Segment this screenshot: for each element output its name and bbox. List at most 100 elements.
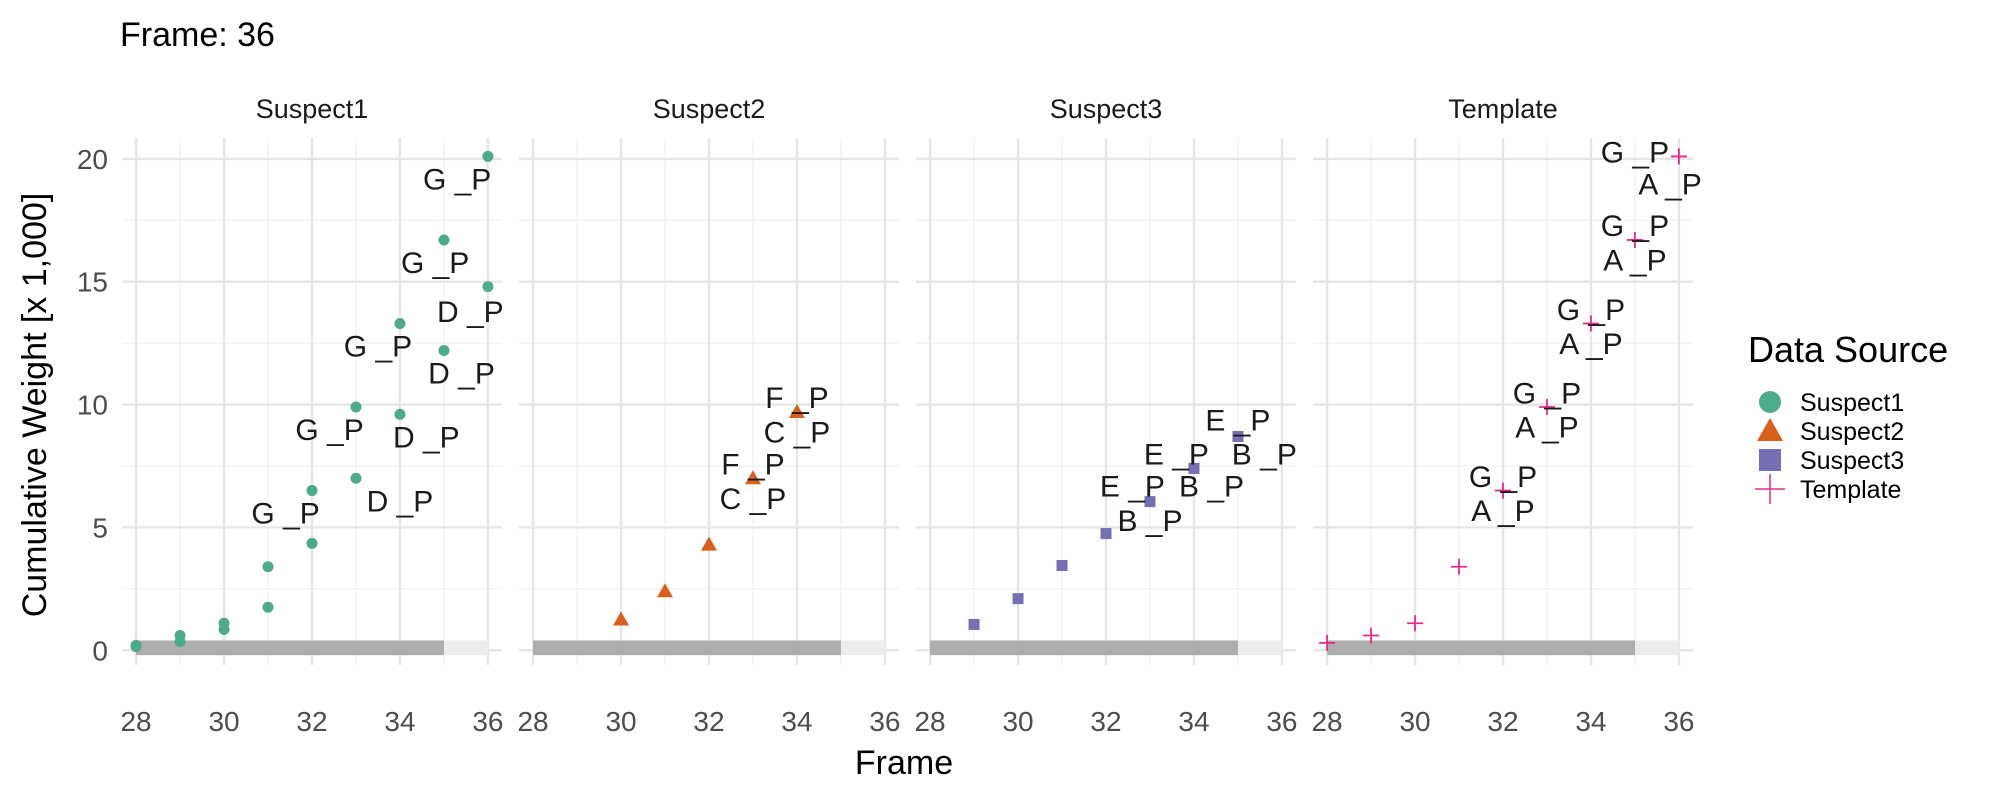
x-tick-label: 34 — [1575, 706, 1606, 737]
x-tick-label: 30 — [1399, 706, 1430, 737]
x-tick-label: 28 — [120, 706, 151, 737]
legend: Data Source Suspect1Suspect2Suspect3Temp… — [1748, 329, 1948, 504]
x-tick-label: 28 — [914, 706, 945, 737]
data-point — [1451, 558, 1468, 575]
x-tick-label: 32 — [1487, 706, 1518, 737]
data-point — [1670, 148, 1687, 165]
y-tick-label: 0 — [92, 635, 108, 666]
data-point — [613, 611, 630, 626]
data-point — [350, 401, 362, 413]
data-point — [1012, 593, 1024, 605]
legend-title: Data Source — [1748, 329, 1948, 370]
progress-fill — [136, 640, 444, 656]
data-point — [1582, 315, 1599, 332]
data-point — [482, 150, 494, 162]
facet-label: Suspect3 — [1050, 94, 1163, 124]
point-label: F _P — [765, 382, 828, 415]
point-label: G _P — [1513, 377, 1581, 410]
data-point — [438, 234, 450, 246]
data-point — [174, 636, 186, 648]
x-tick-label: 30 — [208, 706, 239, 737]
data-point — [1495, 482, 1511, 499]
y-tick-label: 20 — [77, 144, 108, 175]
point-label: E _P — [1144, 439, 1209, 472]
facet-suspect1: Suspect1 28 30 32 34 36 G _P D _P G _P D _P G _P D … — [120, 94, 503, 737]
data-point — [306, 537, 318, 549]
data-point — [262, 601, 274, 613]
x-tick-label: 32 — [693, 706, 724, 737]
point-label: A _P — [1603, 245, 1666, 278]
data-point — [1363, 627, 1380, 644]
x-tick-label: 34 — [781, 706, 812, 737]
data-point — [1626, 231, 1643, 248]
point-label: G _P — [1469, 461, 1537, 494]
x-tick-label: 34 — [1178, 706, 1209, 737]
y-tick-label: 15 — [77, 267, 108, 298]
data-point — [701, 536, 717, 551]
legend-entry-suspect1: Suspect1 — [1759, 389, 1904, 417]
point-label: G _P — [251, 498, 319, 531]
legend-key — [1759, 391, 1781, 413]
chart-title: Frame: 36 — [120, 16, 275, 54]
progress-fill — [533, 640, 841, 656]
facet-label: Template — [1448, 94, 1558, 124]
point-label: G _P — [401, 247, 469, 280]
data-point — [788, 403, 805, 418]
x-tick-label: 36 — [472, 706, 503, 737]
legend-label: Suspect1 — [1800, 389, 1904, 417]
point-label: B _P — [1232, 439, 1297, 472]
legend-label: Template — [1800, 476, 1901, 504]
point-label: G _P — [295, 414, 363, 447]
data-point — [1538, 399, 1555, 416]
x-tick-label: 34 — [384, 706, 415, 737]
point-label: D _P — [437, 296, 504, 329]
point-label: A _P — [1638, 168, 1701, 201]
data-point — [262, 561, 274, 573]
data-point — [350, 472, 362, 484]
point-label: A _P — [1559, 328, 1622, 361]
legend-entry-suspect3: Suspect3 — [1759, 447, 1904, 475]
facet-label: Suspect2 — [653, 94, 766, 124]
progress-fill — [1327, 640, 1635, 656]
y-tick-label: 10 — [77, 390, 108, 421]
point-label: A _P — [1515, 412, 1578, 445]
data-point — [1100, 528, 1112, 540]
point-label: D _P — [393, 422, 460, 455]
point-label: E _P — [1205, 404, 1270, 437]
data-point — [968, 618, 980, 630]
x-tick-label: 30 — [605, 706, 636, 737]
facet-label: Suspect1 — [256, 94, 369, 124]
point-label: G _P — [423, 164, 491, 197]
y-axis-title: Cumulative Weight [x 1,000] — [16, 193, 54, 618]
facet-panels: Suspect1 28 30 32 34 36 G _P D _P G _P D _P G _P D … — [77, 94, 1702, 737]
legend-entry-template: Template — [1755, 474, 1901, 504]
point-label: F _P — [721, 449, 784, 482]
point-label: C _P — [764, 417, 831, 450]
data-point — [394, 408, 406, 420]
legend-label: Suspect2 — [1800, 418, 1904, 446]
point-label: G _P — [1601, 210, 1669, 243]
data-point — [438, 345, 450, 357]
x-tick-label: 30 — [1002, 706, 1033, 737]
point-label: C _P — [720, 483, 787, 516]
data-point — [1188, 462, 1200, 474]
data-point — [744, 470, 761, 485]
legend-label: Suspect3 — [1800, 447, 1904, 475]
point-label: G _P — [344, 331, 412, 364]
x-tick-label: 32 — [1090, 706, 1121, 737]
x-tick-label: 36 — [1663, 706, 1694, 737]
data-point — [130, 641, 142, 653]
point-label: B _P — [1117, 505, 1182, 538]
data-point — [306, 485, 318, 497]
point-label: G _P — [1601, 137, 1669, 170]
point-label: B _P — [1179, 471, 1244, 504]
data-point — [1056, 559, 1068, 571]
x-tick-label: 36 — [1266, 706, 1297, 737]
y-tick-label: 5 — [92, 512, 108, 543]
data-point — [482, 281, 494, 293]
point-label: D _P — [367, 485, 434, 518]
